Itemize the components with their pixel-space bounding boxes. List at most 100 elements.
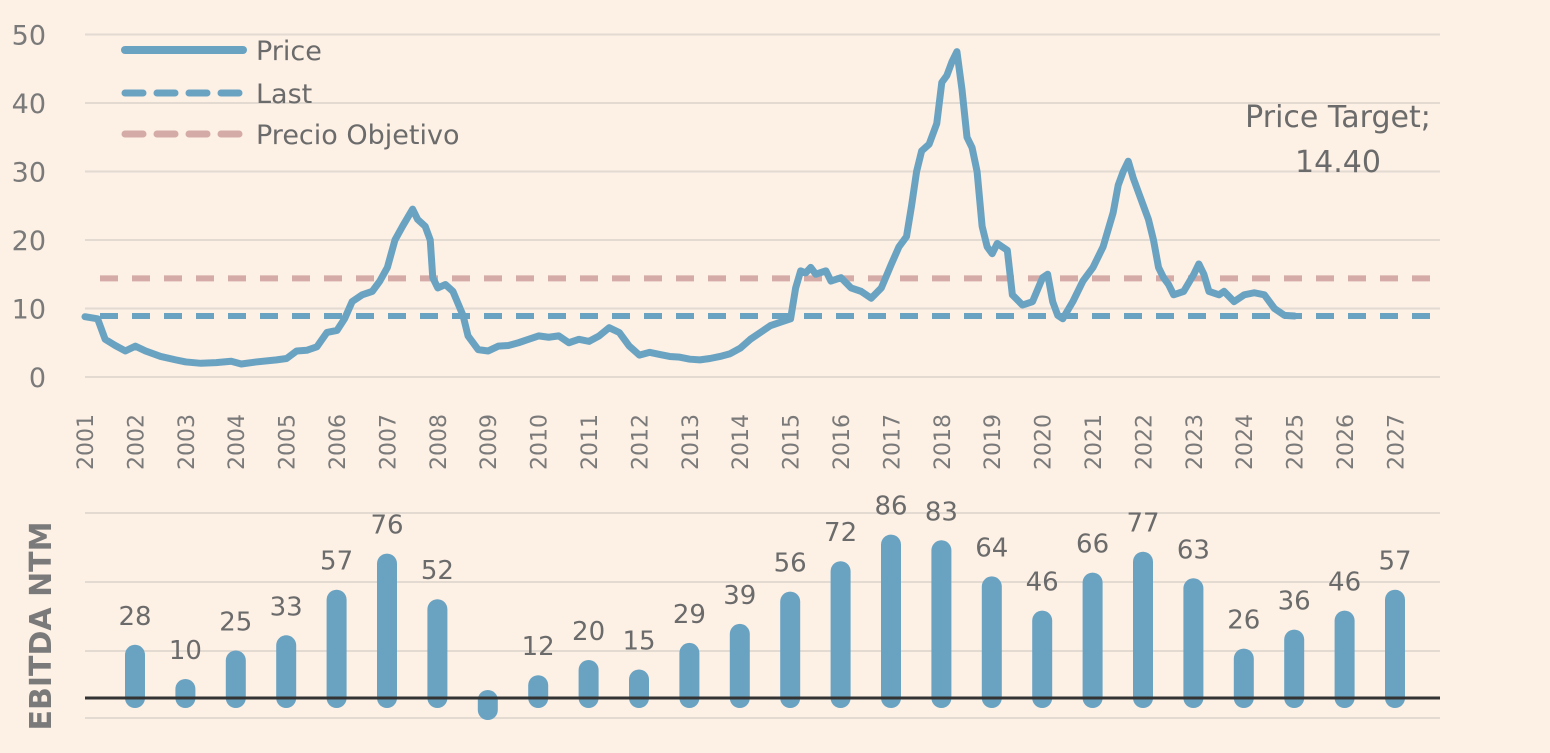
ebitda-bar	[1183, 578, 1204, 708]
price-target-annotation: Price Target; 14.40	[1245, 100, 1431, 180]
price-x-tick-label: 2025	[1284, 414, 1309, 470]
ebitda-bar-label: 15	[622, 627, 655, 657]
price-x-tick-label: 2014	[729, 414, 754, 470]
price-x-tick-label: 2015	[780, 414, 805, 470]
legend-target-label: Precio Objetivo	[256, 120, 459, 151]
ebitda-bar	[377, 553, 397, 708]
ebitda-bar-label: 20	[572, 617, 605, 647]
price-x-axis-ticks: 2001 2002 2003 2004 2005 2006 2007 2008 2009 2010…	[74, 414, 1409, 470]
legend-price-label: Price	[256, 36, 322, 67]
ebitda-bar	[1334, 610, 1355, 708]
price-x-tick-label: 2009	[477, 414, 502, 470]
ebitda-bar	[125, 644, 145, 708]
ebitda-bar	[729, 623, 750, 708]
price-y-tick-label: 0	[29, 363, 46, 394]
price-x-tick-label: 2018	[931, 414, 956, 470]
ebitda-bar-label: 26	[1227, 606, 1260, 636]
ebitda-bar-label: 28	[118, 602, 151, 632]
price-x-tick-label: 2026	[1334, 414, 1359, 470]
ebitda-bar-label: 29	[673, 600, 706, 630]
price-target-annotation-line1: Price Target;	[1245, 100, 1431, 135]
ebitda-bar-label: 39	[723, 581, 756, 611]
legend-last-label: Last	[256, 79, 312, 110]
price-x-tick-label: 2008	[427, 414, 452, 470]
price-x-tick-label: 2010	[528, 414, 553, 470]
ebitda-bar-label: 72	[824, 518, 857, 548]
price-x-tick-label: 2011	[578, 414, 603, 470]
ebitda-bar	[477, 690, 498, 720]
price-x-tick-label: 2007	[376, 414, 401, 470]
price-x-tick-label: 2019	[981, 414, 1006, 470]
price-x-tick-label: 2005	[276, 414, 301, 470]
price-x-tick-label: 2012	[628, 414, 653, 470]
ebitda-bar	[881, 534, 901, 708]
ebitda-bar-label: 57	[1378, 547, 1411, 577]
price-x-tick-label: 2006	[326, 414, 351, 470]
ebitda-bar	[1385, 589, 1405, 708]
ebitda-bar	[679, 642, 700, 708]
ebitda-bar	[931, 540, 952, 708]
price-x-tick-label: 2004	[225, 414, 250, 470]
ebitda-bar	[427, 599, 448, 708]
ebitda-bar	[225, 650, 246, 708]
ebitda-bar-label: 63	[1177, 535, 1210, 565]
ebitda-bar	[981, 576, 1002, 708]
legend: Price Last Precio Objetivo	[121, 36, 459, 151]
ebitda-bar	[830, 561, 851, 708]
price-x-tick-label: 2002	[124, 414, 149, 470]
ebitda-bar-label: 76	[370, 511, 403, 541]
ebitda-bar	[629, 669, 649, 708]
price-target-annotation-line2: 14.40	[1295, 145, 1381, 180]
price-y-tick-label: 50	[12, 21, 46, 52]
ebitda-bar	[276, 635, 297, 708]
ebitda-bar-label: 10	[169, 636, 202, 666]
price-series-line	[81, 48, 1299, 368]
ebitda-bar-label: 46	[1328, 568, 1361, 598]
price-x-tick-label: 2001	[74, 414, 99, 470]
ebitda-bar-label: 12	[522, 632, 555, 662]
ebitda-bar	[1032, 610, 1053, 708]
ebitda-bar	[578, 660, 599, 708]
ebitda-bar-labels: 28 10 25 33 57 76 52 12 20 15 29 39 56 72 86 83 64 46 66 77…	[118, 492, 1411, 666]
price-x-tick-label: 2022	[1132, 414, 1157, 470]
price-x-tick-label: 2023	[1183, 414, 1208, 470]
ebitda-bars	[125, 534, 1405, 720]
price-y-tick-label: 40	[12, 89, 46, 120]
ebitda-bar-label: 57	[320, 547, 353, 577]
ebitda-bar	[528, 675, 549, 708]
ebitda-bar	[1082, 572, 1103, 708]
ebitda-bar	[326, 589, 347, 708]
ebitda-bar	[1233, 648, 1254, 708]
ebitda-bar-label: 83	[925, 497, 958, 527]
ebitda-bar-label: 56	[774, 549, 807, 579]
price-x-tick-label: 2003	[175, 414, 200, 470]
ebitda-bar-label: 64	[975, 533, 1008, 563]
ebitda-bar-label: 36	[1278, 587, 1311, 617]
price-x-tick-label: 2024	[1233, 414, 1258, 470]
ebitda-gridlines	[85, 512, 1440, 719]
price-y-tick-label: 30	[12, 158, 46, 189]
ebitda-y-axis-label: EBITDA NTM	[24, 522, 59, 731]
ebitda-bar-label: 52	[421, 556, 454, 586]
ebitda-bar-label: 25	[219, 608, 252, 638]
price-y-tick-label: 10	[12, 295, 46, 326]
price-x-tick-label: 2017	[880, 414, 905, 470]
ebitda-bar	[1284, 629, 1305, 708]
ebitda-bar	[780, 591, 801, 708]
price-x-tick-label: 2021	[1082, 414, 1107, 470]
ebitda-bar-label: 77	[1126, 509, 1159, 539]
price-y-tick-label: 20	[12, 226, 46, 257]
price-x-tick-label: 2027	[1384, 414, 1409, 470]
ebitda-bar	[175, 679, 196, 708]
price-x-tick-label: 2013	[679, 414, 704, 470]
price-x-tick-label: 2016	[830, 414, 855, 470]
price-gridlines	[85, 33, 1440, 378]
price-y-axis-ticks: 0 10 20 30 40 50	[12, 21, 46, 395]
ebitda-bar-label: 46	[1026, 568, 1059, 598]
price-x-tick-label: 2020	[1032, 414, 1057, 470]
ebitda-bar	[1133, 551, 1153, 708]
ebitda-bar-label: 66	[1076, 530, 1109, 560]
ebitda-bar-label: 86	[874, 492, 907, 522]
ebitda-bar-label: 33	[270, 592, 303, 622]
